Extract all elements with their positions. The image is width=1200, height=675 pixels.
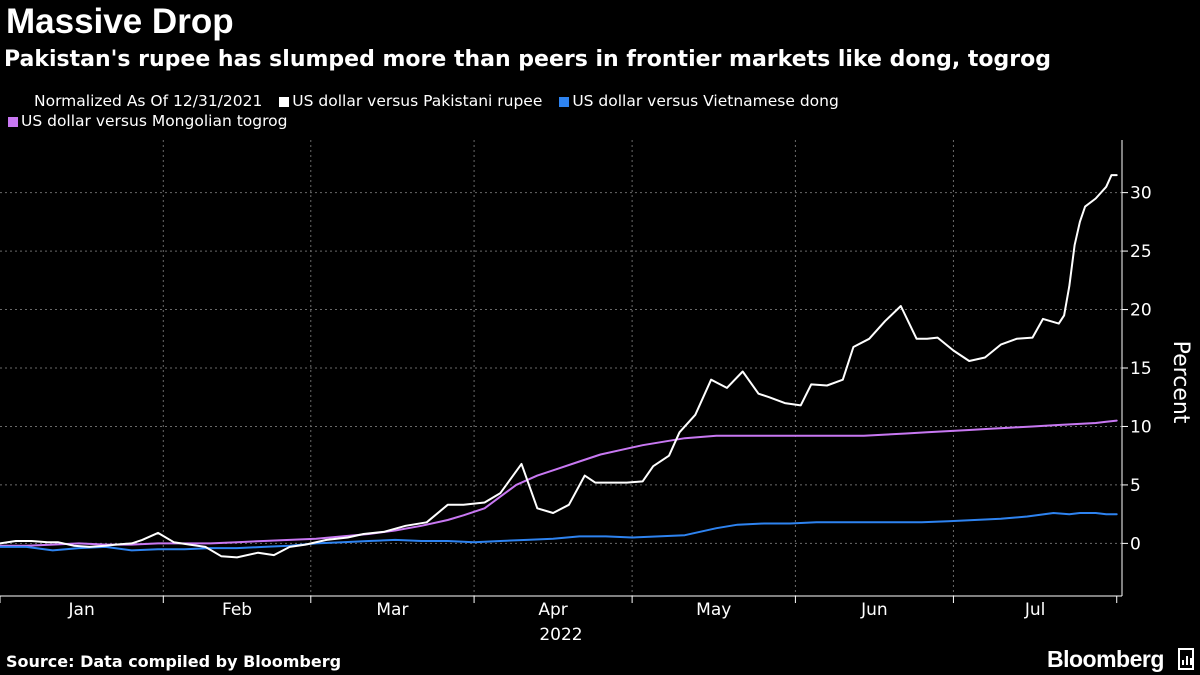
legend-swatch-rupee (279, 97, 290, 107)
chart-title: Massive Drop (6, 2, 234, 41)
series-line-us-dollar-versus-vietnamese-dong (0, 512, 1118, 552)
y-tick-label: 15 (1130, 359, 1152, 379)
legend: Normalized As Of 12/31/2021 US dollar ve… (8, 91, 1008, 131)
x-axis-year-label: 2022 (539, 625, 582, 645)
y-axis-label: Percent (1168, 341, 1193, 424)
chart-subtitle: Pakistan's rupee has slumped more than p… (4, 47, 1051, 72)
gridlines (0, 140, 1122, 596)
y-tick-label: 30 (1130, 184, 1152, 204)
legend-label: US dollar versus Mongolian togrog (21, 112, 288, 130)
legend-swatch-togrog (8, 117, 18, 127)
legend-item-normalized: Normalized As Of 12/31/2021 (34, 91, 262, 111)
legend-label: US dollar versus Pakistani rupee (292, 92, 543, 110)
x-tick-label: Mar (376, 600, 408, 620)
x-tick-label: Feb (222, 600, 252, 620)
bloomberg-logo: Bloomberg (1047, 646, 1164, 672)
legend-item-vietnamese-dong: US dollar versus Vietnamese dong (559, 91, 839, 111)
series-line-us-dollar-versus-mongolian-togrog (0, 419, 1118, 547)
x-tick-label: Jun (860, 600, 888, 620)
y-tick-label: 5 (1130, 476, 1141, 496)
legend-label: Normalized As Of 12/31/2021 (34, 92, 263, 110)
y-tick-label: 20 (1130, 301, 1152, 321)
y-tick-label: 0 (1130, 534, 1141, 554)
legend-item-mongolian-togrog: US dollar versus Mongolian togrog (8, 111, 287, 131)
x-tick-label: May (696, 600, 731, 620)
x-tick-label: Apr (538, 600, 567, 620)
x-tick-label: Jul (1024, 600, 1046, 620)
legend-label: US dollar versus Vietnamese dong (572, 92, 839, 110)
y-tick-label: 25 (1130, 242, 1152, 262)
x-tick-label: Jan (68, 600, 95, 620)
line-chart: 0 5 10 15 20 25 30 Jan Feb Mar Apr May Jun Jul Percen… (0, 140, 1193, 645)
source-note: Source: Data compiled by Bloomberg (6, 652, 342, 671)
series-lines (0, 174, 1118, 559)
y-tick-label: 10 (1130, 417, 1152, 437)
legend-swatch-dong (559, 97, 570, 107)
axes: 0 5 10 15 20 25 30 Jan Feb Mar Apr May Jun Jul (0, 140, 1152, 620)
legend-item-pakistani-rupee: US dollar versus Pakistani rupee (279, 91, 542, 111)
bloomberg-chart-icon (1178, 648, 1194, 670)
series-line-us-dollar-versus-pakistani-rupee (0, 174, 1118, 559)
